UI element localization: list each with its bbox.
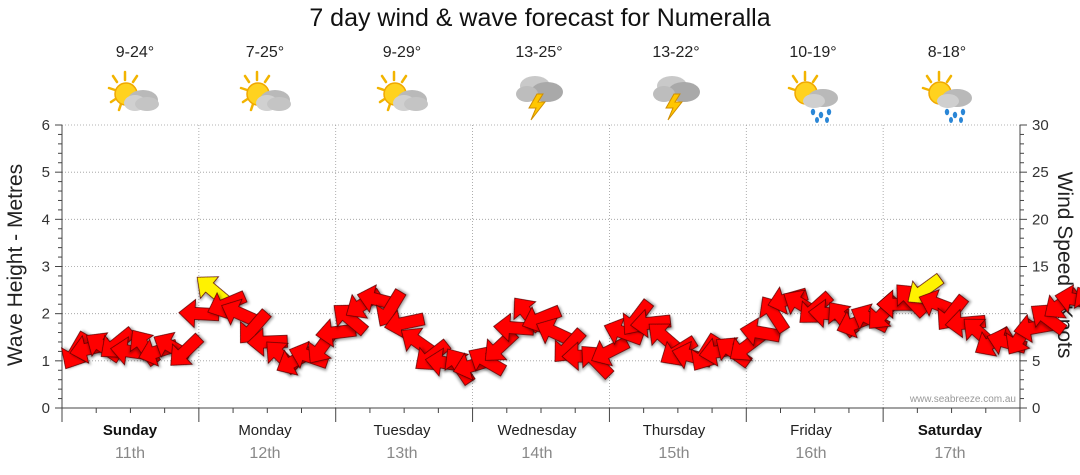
right-tick-label: 5 — [1032, 353, 1040, 370]
wind-arrow — [1054, 284, 1080, 314]
left-tick-label: 3 — [42, 259, 50, 276]
left-tick-label: 5 — [42, 164, 50, 181]
day-label-saturday: Saturday — [917, 422, 983, 439]
day-label-friday: Friday — [790, 422, 832, 439]
left-axis-title: Wave Height - Metres — [4, 164, 27, 366]
left-tick-label: 1 — [42, 353, 50, 370]
wind-arrow-series — [60, 272, 1080, 387]
date-label-tuesday: 13th — [386, 445, 418, 462]
right-tick-label: 20 — [1032, 211, 1049, 228]
date-label-thursday: 15th — [658, 445, 690, 462]
wind-arrow — [1073, 286, 1080, 325]
left-tick-label: 2 — [42, 306, 50, 323]
chart-axes — [55, 124, 1027, 422]
sun-shower-icon — [787, 70, 838, 123]
temp-range-thursday: 13-22° — [652, 44, 700, 61]
thunderstorm-icon — [653, 76, 700, 121]
temp-range-wednesday: 13-25° — [515, 44, 563, 61]
date-label-saturday: 17th — [934, 445, 966, 462]
partly-cloudy-sun-icon — [376, 70, 428, 112]
left-tick-label: 6 — [42, 117, 50, 134]
right-tick-label: 25 — [1032, 164, 1049, 181]
sun-shower-icon — [921, 70, 972, 123]
right-tick-label: 15 — [1032, 259, 1049, 276]
temp-range-monday: 7-25° — [245, 44, 285, 61]
left-tick-label: 4 — [42, 211, 50, 228]
left-axis-ticks: 0 1 2 3 4 5 6 — [42, 117, 50, 417]
day-label-monday: Monday — [238, 422, 292, 439]
date-label-sunday: 11th — [115, 445, 145, 462]
wind-arrow — [170, 332, 205, 366]
date-label-monday: 12th — [249, 445, 281, 462]
credit-text: www.seabreeze.com.au — [909, 394, 1016, 405]
day-label-thursday: Thursday — [642, 422, 706, 439]
right-tick-label: 0 — [1032, 400, 1040, 417]
day-label-tuesday: Tuesday — [373, 422, 431, 439]
chart-grid — [62, 124, 1020, 408]
date-label-friday: 16th — [795, 445, 827, 462]
day-label-sunday: Sunday — [102, 422, 158, 439]
temp-range-sunday: 9-24° — [115, 44, 155, 61]
temp-range-friday: 10-19° — [789, 44, 837, 61]
wind-arrow — [739, 317, 782, 347]
thunderstorm-icon — [516, 76, 563, 121]
temp-range-tuesday: 9-29° — [382, 44, 422, 61]
chart-title: 7 day wind & wave forecast for Numeralla — [309, 4, 771, 32]
right-axis-ticks: 051015202530 — [1032, 117, 1049, 417]
wind-arrow — [591, 336, 631, 367]
left-tick-label: 0 — [42, 400, 50, 417]
wind-arrow — [629, 308, 672, 339]
right-tick-label: 30 — [1032, 117, 1049, 134]
temp-range-saturday: 8-18° — [927, 44, 967, 61]
day-label-wednesday: Wednesday — [497, 422, 577, 439]
partly-cloudy-sun-icon — [107, 70, 159, 112]
date-label-wednesday: 14th — [521, 445, 553, 462]
partly-cloudy-sun-icon — [239, 70, 291, 112]
